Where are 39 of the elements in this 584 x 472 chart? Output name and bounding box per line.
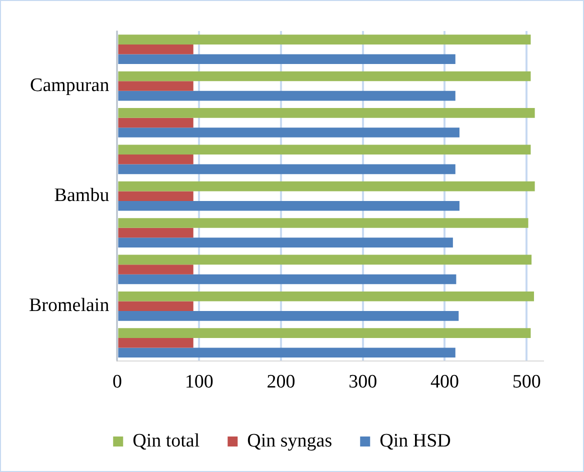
bar <box>118 81 194 91</box>
bar <box>118 348 456 358</box>
x-tick-label: 0 <box>112 372 122 393</box>
y-tick-label: Campuran <box>30 75 110 96</box>
legend-label: Qin HSD <box>380 430 451 452</box>
bar <box>118 291 534 302</box>
x-tick-label: 100 <box>184 372 214 393</box>
bar <box>118 108 535 118</box>
bar <box>118 311 459 321</box>
bar <box>118 238 453 248</box>
bar <box>118 154 194 164</box>
bar <box>118 264 194 274</box>
x-tick-label: 300 <box>348 372 378 393</box>
x-tick-label: 500 <box>512 372 541 393</box>
bar <box>118 90 456 101</box>
bar <box>118 71 531 82</box>
x-tick-label: 400 <box>430 372 459 393</box>
bar <box>118 191 194 201</box>
bar <box>118 274 456 284</box>
bar <box>118 34 531 44</box>
bar <box>118 200 460 211</box>
bar <box>118 328 531 338</box>
y-tick-label: Bambu <box>54 185 110 206</box>
bar <box>118 54 456 64</box>
bar <box>118 164 456 174</box>
bar <box>118 338 194 348</box>
bar <box>118 44 194 54</box>
bar <box>118 181 535 192</box>
bar <box>118 118 194 128</box>
x-tick-label: 200 <box>266 372 296 393</box>
bar <box>118 254 532 265</box>
legend-label: Qin total <box>132 430 200 452</box>
bar <box>118 144 531 155</box>
y-tick-label: Bromelain <box>29 295 110 316</box>
legend-label: Qin syngas <box>247 430 332 452</box>
bar <box>118 301 194 312</box>
bar <box>118 218 528 228</box>
bar <box>118 228 194 238</box>
bar <box>118 128 460 138</box>
